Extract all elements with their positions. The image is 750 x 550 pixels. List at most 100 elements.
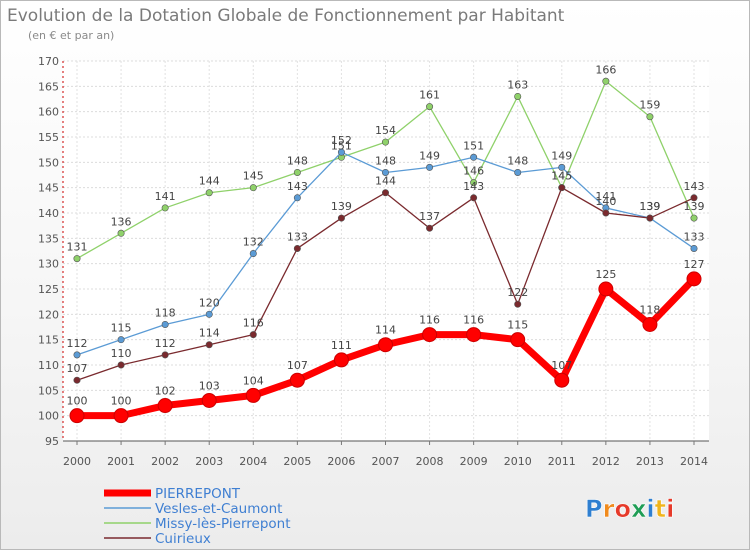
x-tick-label: 2005: [283, 455, 311, 468]
logo-letter: t: [655, 495, 666, 523]
series-missy-l-s-pierrepont: [73, 77, 698, 263]
axes: 95 100 105 110 115 120 125 130 135 140 145 150 155 16…: [38, 55, 709, 468]
data-label: 151: [463, 139, 484, 152]
series-layer: 131 136 141 144 145 148 151 154 161 146 163 145 166 1…: [67, 63, 705, 424]
data-point: [514, 92, 522, 100]
legend-label: Missy-lès-Pierrepont: [155, 516, 291, 532]
data-label: 161: [419, 89, 440, 102]
y-tick-label: 115: [38, 334, 59, 347]
data-label: 131: [67, 241, 88, 254]
data-point: [337, 148, 345, 156]
data-point: [161, 351, 169, 359]
logo-letter: o: [614, 495, 631, 523]
data-point: [293, 194, 301, 202]
data-point: [161, 320, 169, 328]
data-label: 120: [199, 296, 220, 309]
data-label: 107: [67, 362, 88, 375]
data-point: [157, 398, 173, 414]
data-label: 144: [375, 175, 396, 188]
data-label: 122: [507, 286, 528, 299]
data-label: 116: [463, 314, 484, 327]
data-point: [466, 327, 482, 343]
data-label: 149: [551, 149, 572, 162]
data-point: [245, 387, 261, 403]
data-label: 107: [551, 359, 572, 372]
x-tick-label: 2012: [592, 455, 620, 468]
data-label: 118: [155, 306, 176, 319]
data-label: 141: [595, 190, 616, 203]
y-tick-label: 145: [38, 182, 59, 195]
data-point: [470, 194, 478, 202]
data-label: 144: [199, 175, 220, 188]
y-tick-label: 155: [38, 131, 59, 144]
data-point: [686, 271, 702, 287]
data-point: [470, 179, 478, 187]
data-point: [422, 327, 438, 343]
data-label: 112: [155, 337, 176, 350]
x-tick-label: 2004: [239, 455, 267, 468]
logo-letter: i: [646, 495, 654, 523]
proxiti-logo: Proxiti: [585, 495, 675, 524]
data-label: 141: [155, 190, 176, 203]
y-tick-label: 135: [38, 232, 59, 245]
data-label: 151: [331, 139, 352, 152]
data-point: [161, 204, 169, 212]
y-tick-label: 100: [38, 410, 59, 423]
data-point: [249, 331, 257, 339]
data-point: [333, 352, 349, 368]
data-point: [293, 168, 301, 176]
y-tick-label: 165: [38, 80, 59, 93]
series-vesles-et-caumont: [73, 148, 698, 359]
data-label: 145: [551, 170, 572, 183]
data-label: 114: [199, 327, 220, 340]
data-point: [73, 376, 81, 384]
data-point: [117, 361, 125, 369]
data-label: 143: [287, 180, 308, 193]
data-point: [602, 209, 610, 217]
data-label: 115: [111, 322, 132, 335]
data-point: [378, 337, 393, 353]
data-point: [249, 184, 257, 192]
data-label: 145: [551, 170, 572, 183]
data-label: 148: [507, 154, 528, 167]
legend-label: Vesles-et-Caumont: [155, 501, 282, 517]
data-point: [201, 392, 217, 408]
data-point: [426, 103, 434, 111]
data-point: [514, 168, 522, 176]
logo-letter: r: [603, 495, 615, 523]
data-point: [602, 77, 610, 85]
data-point: [690, 194, 698, 202]
logo-letter: i: [666, 495, 674, 523]
data-label: 152: [331, 134, 352, 147]
data-label: 137: [419, 210, 440, 223]
data-label: 110: [111, 347, 132, 360]
data-point: [381, 138, 389, 146]
x-tick-label: 2010: [504, 455, 532, 468]
y-tick-label: 130: [38, 258, 59, 271]
y-tick-label: 140: [38, 207, 59, 220]
data-label: 149: [419, 149, 440, 162]
data-point: [337, 214, 345, 222]
data-label: 125: [595, 268, 616, 281]
y-tick-label: 160: [38, 106, 59, 119]
data-point: [690, 214, 698, 222]
data-point: [69, 408, 85, 424]
data-point: [205, 189, 213, 197]
legend-label: PIERREPONT: [155, 486, 241, 502]
y-tick-label: 95: [45, 435, 59, 448]
x-tick-label: 2007: [372, 455, 400, 468]
data-label: 116: [243, 317, 264, 330]
data-point: [205, 341, 213, 349]
y-tick-label: 110: [38, 359, 59, 372]
data-labels: 131 136 141 144 145 148 151 154 161 146 163 145 166 1…: [67, 63, 705, 407]
data-label: 133: [684, 230, 705, 243]
data-label: 136: [111, 215, 132, 228]
series-pierrepont: [69, 271, 702, 424]
data-label: 112: [67, 337, 88, 350]
x-tick-label: 2011: [548, 455, 576, 468]
y-tick-label: 105: [38, 384, 59, 397]
data-point: [598, 281, 614, 297]
data-point: [73, 351, 81, 359]
data-point: [117, 229, 125, 237]
data-label: 111: [331, 339, 352, 352]
